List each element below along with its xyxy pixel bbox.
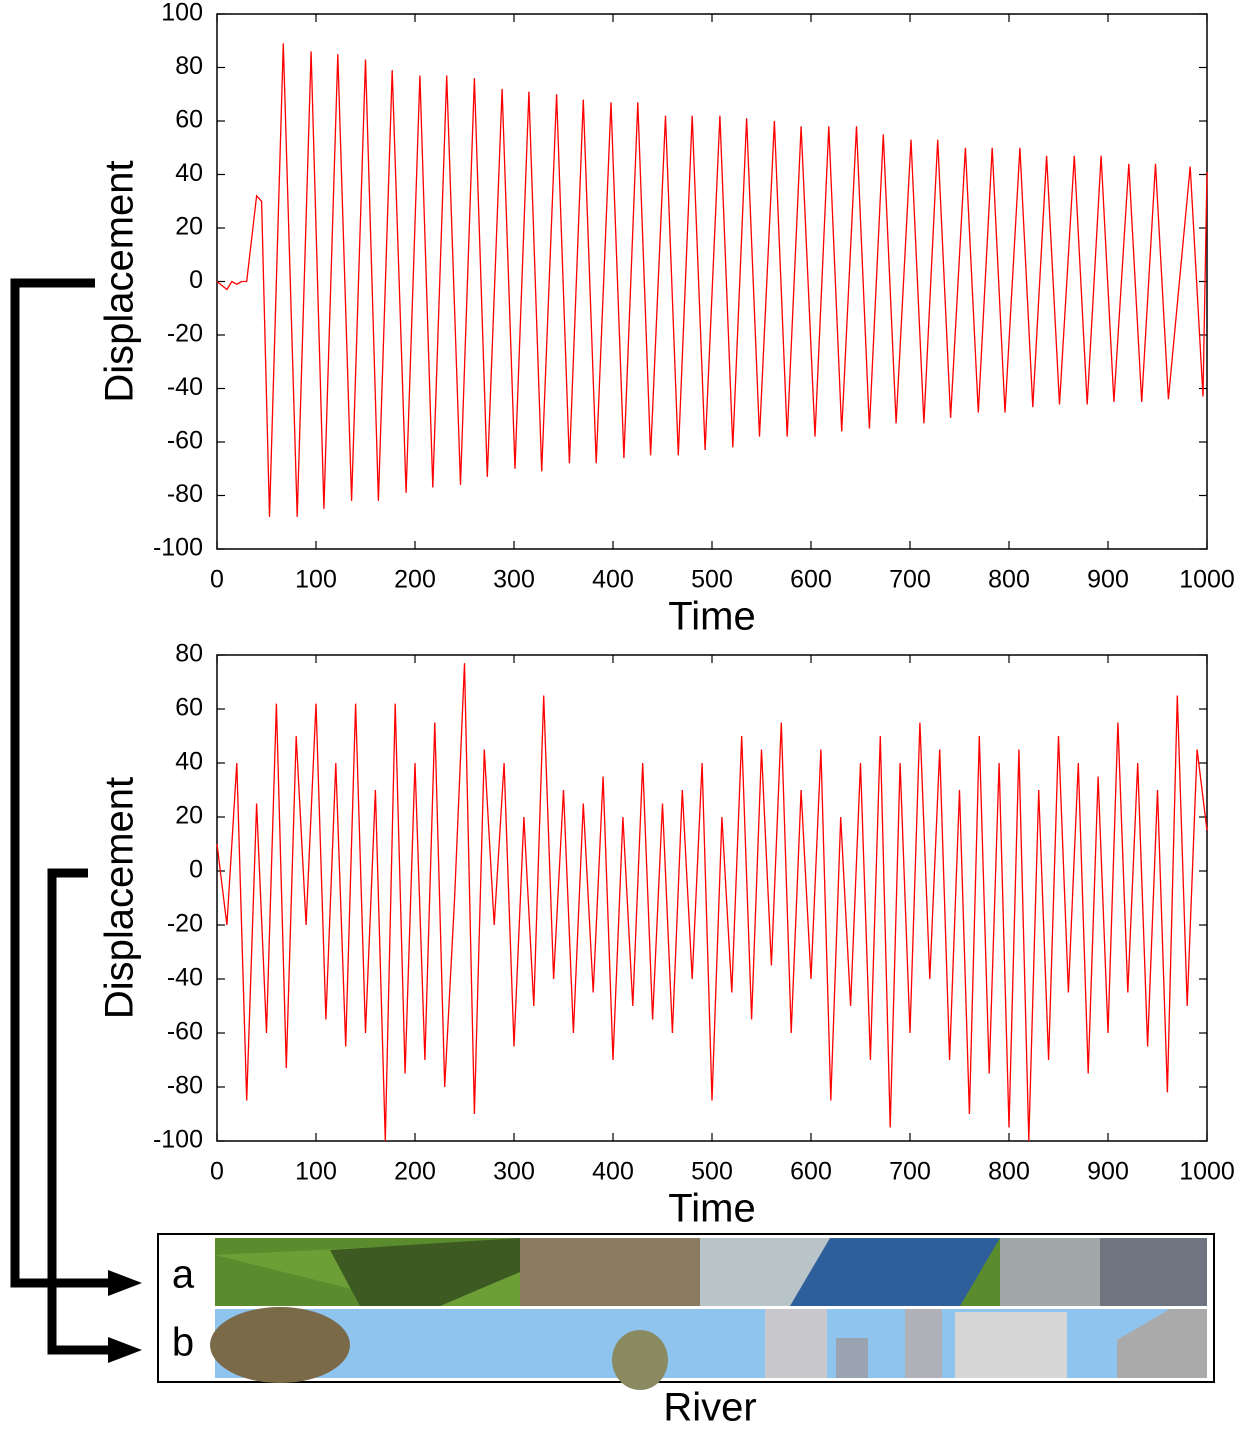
x-axis-label: Time [668,1187,755,1231]
y-tick-label: 80 [175,640,203,668]
x-tick-label: 500 [691,566,733,594]
x-tick-label: 600 [790,1158,832,1186]
connector-arrows [10,278,110,1355]
y-tick-label: 60 [175,694,203,722]
y-tick-label: -80 [167,1072,203,1100]
x-tick-label: 0 [210,566,224,594]
x-tick-label: 1000 [1179,566,1235,594]
plot-frame [216,654,1208,1142]
x-tick-label: 100 [295,1158,337,1186]
data-line [216,43,1208,517]
y-tick-label: 20 [175,213,203,241]
x-tick-label: 900 [1087,566,1129,594]
strip-label: a [172,1253,195,1297]
y-tick-label: 20 [175,802,203,830]
x-tick-label: 600 [790,566,832,594]
strip-label: b [172,1321,194,1365]
y-tick-label: 40 [175,159,203,187]
y-tick-label: -60 [167,427,203,455]
arrow-head [108,1270,142,1296]
y-tick-label: -100 [153,1126,203,1154]
y-tick-label: 0 [189,856,203,884]
strip-b [210,1307,1207,1390]
y-tick-label: 0 [189,266,203,294]
strip-a [215,1238,1207,1306]
x-tick-label: 700 [889,1158,931,1186]
x-tick-label: 800 [988,566,1030,594]
y-tick-label: -20 [167,910,203,938]
arrow-head [108,1337,142,1363]
y-tick-label: 60 [175,106,203,134]
x-tick-label: 800 [988,1158,1030,1186]
y-tick-label: -40 [167,964,203,992]
y-tick-label: 100 [161,0,203,27]
data-line [216,663,1208,1142]
x-tick-label: 1000 [1179,1158,1235,1186]
x-tick-label: 200 [394,566,436,594]
x-tick-label: 400 [592,566,634,594]
x-tick-label: 900 [1087,1158,1129,1186]
y-axis-label: Displacement [98,777,142,1019]
x-axis-label: Time [668,595,755,639]
x-tick-label: 500 [691,1158,733,1186]
y-tick-label: -40 [167,373,203,401]
x-tick-label: 700 [889,566,931,594]
x-tick-label: 300 [493,1158,535,1186]
x-tick-label: 100 [295,566,337,594]
y-tick-label: -80 [167,480,203,508]
x-tick-label: 400 [592,1158,634,1186]
panel-caption: River [663,1386,756,1429]
x-tick-label: 0 [210,1158,224,1186]
x-tick-label: 300 [493,566,535,594]
y-axis-label: Displacement [98,160,142,402]
y-tick-label: -100 [153,534,203,562]
y-tick-label: 80 [175,52,203,80]
y-tick-label: 40 [175,748,203,776]
y-tick-label: -60 [167,1018,203,1046]
y-tick-label: -20 [167,320,203,348]
x-tick-label: 200 [394,1158,436,1186]
